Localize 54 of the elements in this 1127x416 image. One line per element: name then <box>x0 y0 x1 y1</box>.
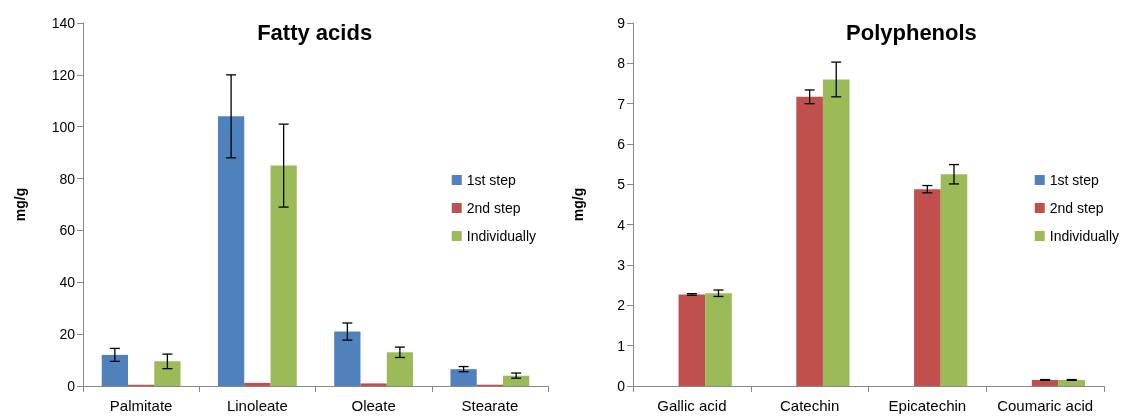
y-tick-label: 0 <box>617 378 626 394</box>
bar <box>503 375 530 386</box>
bar <box>796 96 823 386</box>
legend-label: 1st step <box>466 172 516 188</box>
legend-label: Individually <box>1049 228 1119 244</box>
x-tick-label: Oleate <box>351 397 396 414</box>
x-tick-label: Epicatechin <box>888 397 967 414</box>
y-tick-label: 40 <box>59 274 76 291</box>
x-tick-label: Linoleate <box>226 397 288 414</box>
y-tick-label: 7 <box>617 95 626 112</box>
x-tick-label: Coumaric acid <box>997 397 1094 414</box>
y-tick-label: 100 <box>51 118 76 135</box>
x-tick-label: Gallic acid <box>657 397 727 414</box>
y-tick-label: 120 <box>51 66 76 83</box>
bar <box>678 294 706 386</box>
bar <box>217 116 245 386</box>
bar <box>360 383 387 386</box>
legend-label: Individually <box>466 228 536 244</box>
bar <box>334 331 361 386</box>
y-tick-label: 20 <box>59 326 76 343</box>
y-tick-label: 2 <box>617 297 626 314</box>
bar <box>386 352 414 386</box>
legend-label: 2nd step <box>1049 200 1104 216</box>
x-tick-label: Catechin <box>780 397 840 414</box>
bar <box>244 382 271 386</box>
y-tick-label: 140 <box>51 15 76 31</box>
x-tick-label: Stearate <box>461 397 519 414</box>
y-axis-title: mg/g <box>12 187 28 222</box>
bar <box>1031 379 1059 386</box>
bar <box>450 369 477 386</box>
bar <box>101 354 128 386</box>
legend-label: 1st step <box>1049 172 1099 188</box>
y-tick-label: 6 <box>617 136 626 152</box>
y-tick-label: 0 <box>67 378 76 394</box>
chart-title: Polyphenols <box>846 19 977 45</box>
y-tick-label: 8 <box>617 55 626 72</box>
bar <box>705 293 732 386</box>
bar <box>154 361 181 386</box>
y-tick-label: 80 <box>59 170 76 187</box>
y-tick-label: 5 <box>617 176 626 193</box>
y-axis-title: mg/g <box>570 187 586 222</box>
y-tick-label: 4 <box>617 216 626 233</box>
chart-title: Fatty acids <box>257 19 373 45</box>
bar <box>940 174 968 386</box>
x-tick-label: Palmitate <box>109 397 173 414</box>
bar <box>822 79 850 386</box>
y-tick-label: 60 <box>59 222 76 239</box>
bar <box>270 165 297 386</box>
bar <box>914 189 941 386</box>
bar <box>1058 379 1086 386</box>
y-tick-label: 9 <box>617 15 626 31</box>
legend-label: 2nd step <box>466 200 521 216</box>
y-tick-label: 3 <box>617 257 626 273</box>
y-tick-label: 1 <box>617 337 626 354</box>
